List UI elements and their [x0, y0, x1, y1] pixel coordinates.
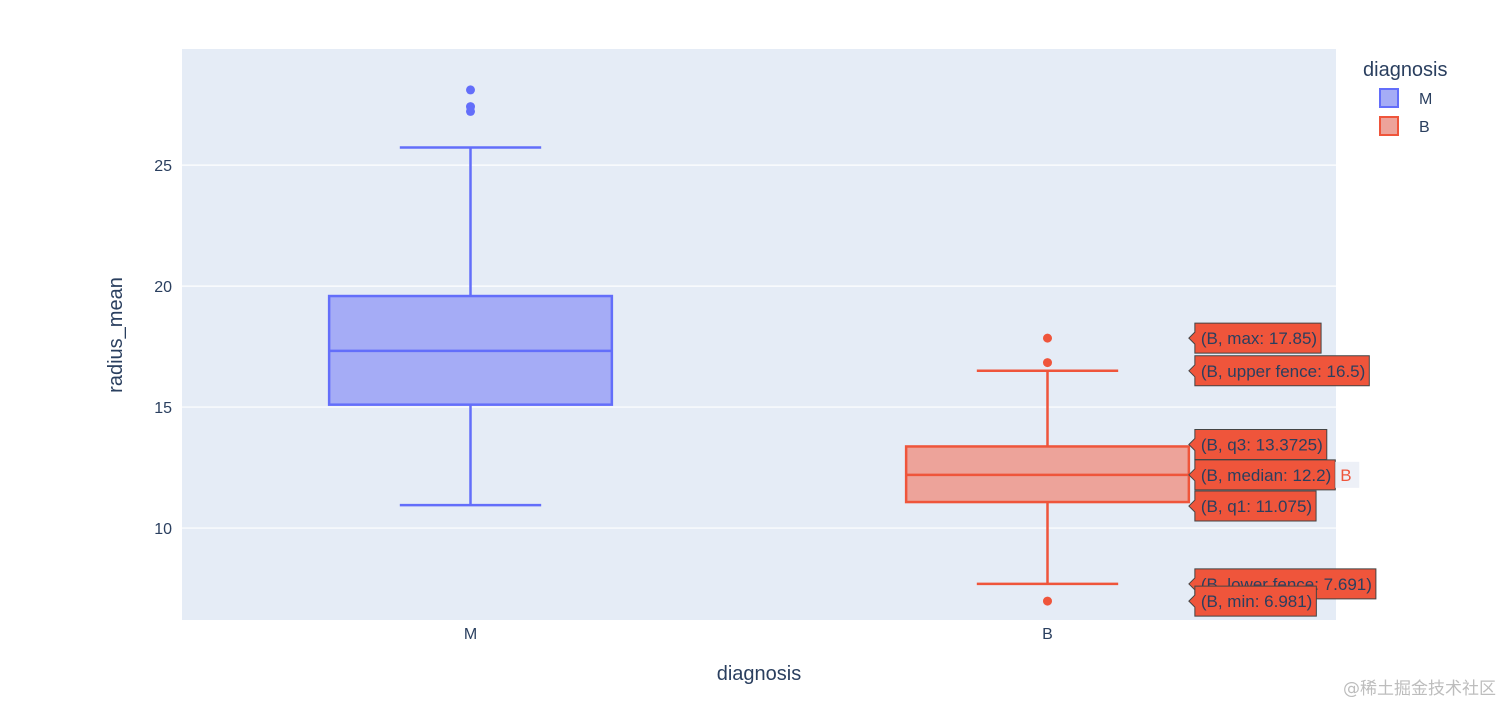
hover-label-box-4: [1188, 490, 1317, 522]
y-tick-label-10: 10: [154, 521, 172, 538]
legend-swatch-m: [1379, 88, 1399, 108]
legend-item-b[interactable]: B: [1379, 116, 1430, 136]
hover-label-1: (B, upper fence: 16.5): [1188, 355, 1370, 387]
y-axis-ticks: 10 15 20 25: [154, 158, 172, 538]
hover-label-text-6: (B, min: 6.981): [1201, 592, 1313, 611]
legend-label-m: M: [1419, 91, 1432, 108]
legend-swatch-b: [1379, 116, 1399, 136]
grid-lines: [182, 164, 1336, 529]
hover-label-box-3: [1188, 459, 1336, 491]
outlier-point-b-0: [1043, 596, 1052, 606]
outlier-point-b-2: [1043, 333, 1052, 343]
hover-label-4: (B, q1: 11.075): [1188, 490, 1317, 522]
hover-label-text-4: (B, q1: 11.075): [1201, 497, 1312, 516]
legend[interactable]: diagnosis M B: [1363, 59, 1448, 136]
hover-label-3: (B, median: 12.2) B: [1188, 459, 1360, 491]
outlier-point-b-1: [1043, 358, 1052, 368]
hover-label-box-0: [1188, 322, 1322, 354]
hover-label-box-6: [1188, 585, 1317, 617]
hover-side-bg: [1335, 461, 1360, 488]
hover-label-text-2: (B, q3: 13.3725): [1201, 435, 1323, 454]
y-tick-label-20: 20: [154, 279, 172, 296]
hover-label-text-3: (B, median: 12.2): [1201, 466, 1331, 485]
hover-label-2: (B, q3: 13.3725): [1188, 428, 1328, 460]
hover-label-6: (B, min: 6.981): [1188, 585, 1317, 617]
y-tick-label-15: 15: [154, 400, 172, 417]
outlier-point-m-1: [466, 102, 475, 112]
y-tick-label-25: 25: [154, 158, 172, 175]
x-axis-title: diagnosis: [717, 663, 802, 685]
hover-labels: (B, max: 17.85) (B, upper fence: 16.5) (B,…: [1188, 322, 1377, 617]
x-tick-label-m: M: [464, 626, 477, 643]
hover-label-0: (B, max: 17.85): [1188, 322, 1322, 354]
y-axis-title: radius_mean: [105, 277, 127, 393]
box-m[interactable]: [327, 85, 614, 507]
x-tick-label-b: B: [1042, 626, 1053, 643]
hover-label-box-1: [1188, 355, 1370, 387]
box-traces[interactable]: [327, 85, 1191, 606]
legend-label-b: B: [1419, 119, 1430, 136]
outlier-point-m-2: [466, 85, 475, 95]
hover-label-box-2: [1188, 428, 1328, 460]
legend-title: diagnosis: [1363, 59, 1448, 81]
hover-label-text-0: (B, max: 17.85): [1201, 329, 1317, 348]
legend-item-m[interactable]: M: [1379, 88, 1432, 108]
hover-label-text-1: (B, upper fence: 16.5): [1201, 362, 1365, 381]
hover-side-label: B: [1340, 466, 1351, 485]
watermark: @稀土掘金技术社区: [1343, 679, 1496, 699]
